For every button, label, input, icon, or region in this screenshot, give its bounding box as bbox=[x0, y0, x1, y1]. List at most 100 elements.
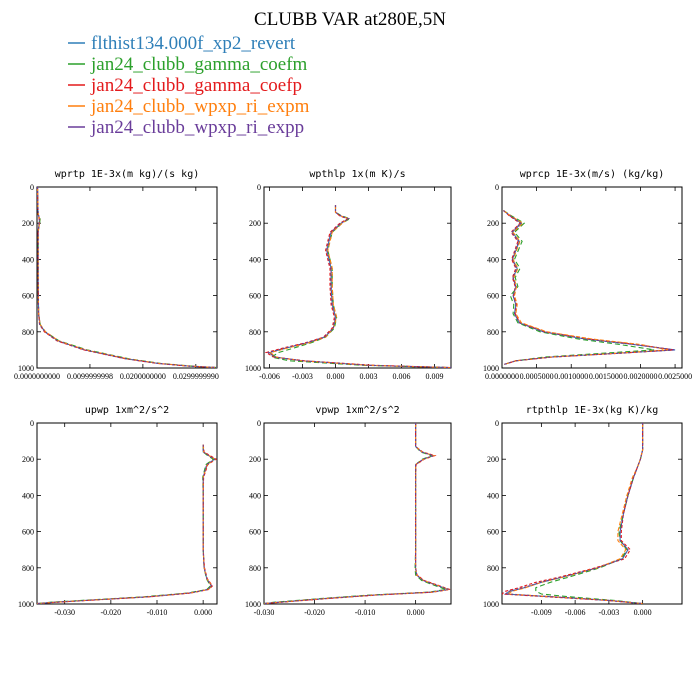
plot-frame bbox=[501, 422, 683, 605]
y-tick-label: 0 bbox=[30, 419, 34, 428]
x-tick-label: -0.030 bbox=[254, 608, 275, 617]
x-tick-label: 0.0020000 bbox=[623, 372, 657, 381]
figure-title: CLUBB VAR at280E,5N bbox=[254, 9, 446, 30]
panel-title: upwp 1xm^2/s^2 bbox=[85, 405, 169, 416]
series-line bbox=[37, 187, 217, 368]
y-tick-label: 800 bbox=[249, 564, 261, 573]
x-tick-label: 0.006 bbox=[393, 372, 411, 381]
y-tick-label: 0 bbox=[257, 183, 261, 192]
y-tick-label: 200 bbox=[249, 219, 261, 228]
y-tick-label: 800 bbox=[249, 328, 261, 337]
x-tick-label: -0.009 bbox=[531, 608, 552, 617]
x-tick-label: 0.0000000 bbox=[485, 372, 519, 381]
y-tick-label: 1000 bbox=[245, 600, 261, 609]
x-tick-label: 0.0015000 bbox=[589, 372, 623, 381]
legend-label: jan24_clubb_wpxp_ri_expm bbox=[90, 96, 310, 117]
series-line bbox=[503, 210, 676, 365]
series-line bbox=[505, 423, 644, 604]
y-tick-label: 800 bbox=[22, 564, 34, 573]
y-tick-label: 400 bbox=[22, 491, 34, 500]
series-line bbox=[37, 187, 217, 368]
plot-frame bbox=[263, 186, 452, 369]
y-tick-label: 800 bbox=[22, 328, 34, 337]
series-line bbox=[503, 210, 655, 365]
series-line bbox=[37, 444, 216, 604]
x-tick-label: 0.000 bbox=[407, 608, 425, 617]
x-tick-label: -0.006 bbox=[259, 372, 280, 381]
legend-entry: jan24_clubb_gamma_coefp bbox=[68, 75, 302, 96]
legend-label: flthist134.000f_xp2_revert bbox=[91, 33, 296, 54]
series-line bbox=[503, 423, 644, 604]
y-tick-label: 800 bbox=[487, 564, 499, 573]
x-tick-label: 0.0000000000 bbox=[14, 372, 60, 381]
y-tick-label: 400 bbox=[249, 491, 261, 500]
y-tick-label: 400 bbox=[249, 255, 261, 264]
x-tick-label: 0.000 bbox=[327, 372, 345, 381]
x-tick-label: 0.0005000 bbox=[520, 372, 554, 381]
y-tick-label: 600 bbox=[487, 292, 499, 301]
legend-entry: flthist134.000f_xp2_revert bbox=[68, 33, 296, 54]
x-tick-label: 0.003 bbox=[360, 372, 378, 381]
y-tick-label: 800 bbox=[487, 328, 499, 337]
series-line bbox=[270, 205, 451, 368]
series-line bbox=[37, 187, 217, 368]
y-tick-label: 200 bbox=[22, 455, 34, 464]
y-tick-label: 1000 bbox=[18, 600, 34, 609]
x-tick-label: -0.020 bbox=[304, 608, 325, 617]
y-tick-label: 1000 bbox=[483, 364, 499, 373]
panel-grid: wprtp 1E-3x(m kg)/(s kg) 0 200 400 600 800 100… bbox=[14, 169, 692, 617]
series-line bbox=[264, 205, 451, 368]
series-line bbox=[264, 423, 449, 604]
series-line bbox=[503, 210, 674, 365]
y-tick-label: 200 bbox=[487, 219, 499, 228]
y-tick-label: 0 bbox=[495, 419, 499, 428]
x-tick-label: 0.000 bbox=[194, 608, 212, 617]
series-line bbox=[37, 444, 216, 604]
panel-title: vpwp 1xm^2/s^2 bbox=[315, 405, 399, 416]
x-tick-label: -0.010 bbox=[355, 608, 376, 617]
legend-entry: jan24_clubb_wpxp_ri_expp bbox=[68, 117, 304, 138]
y-tick-label: 200 bbox=[487, 455, 499, 464]
panel-title: wpthlp 1x(m K)/s bbox=[309, 169, 405, 180]
x-tick-label: 0.0299999990 bbox=[173, 372, 219, 381]
legend-label: jan24_clubb_gamma_coefp bbox=[90, 75, 302, 96]
x-tick-label: -0.006 bbox=[565, 608, 586, 617]
y-tick-label: 0 bbox=[257, 419, 261, 428]
legend-label: jan24_clubb_gamma_coefm bbox=[90, 54, 308, 75]
series-line bbox=[37, 187, 217, 368]
series-line bbox=[37, 444, 215, 604]
x-tick-label: 0.000 bbox=[634, 608, 652, 617]
series-line bbox=[37, 187, 217, 368]
series-line bbox=[264, 423, 450, 604]
x-tick-label: 0.0010000 bbox=[554, 372, 588, 381]
y-tick-label: 600 bbox=[249, 528, 261, 537]
panel-title: wprtp 1E-3x(m kg)/(s kg) bbox=[55, 169, 200, 180]
y-tick-label: 600 bbox=[22, 292, 34, 301]
x-tick-label: -0.010 bbox=[147, 608, 168, 617]
plot-frame bbox=[501, 186, 683, 369]
chart-panel: upwp 1xm^2/s^2 0 200 400 600 800 1000 -0.030 -0.… bbox=[18, 405, 218, 617]
y-tick-label: 1000 bbox=[483, 600, 499, 609]
legend-entry: jan24_clubb_gamma_coefm bbox=[68, 54, 308, 75]
plot-frame bbox=[36, 186, 218, 369]
series-line bbox=[264, 423, 451, 604]
series-line bbox=[503, 210, 676, 365]
legend-entry: jan24_clubb_wpxp_ri_expm bbox=[68, 96, 310, 117]
x-tick-label: 0.0099999998 bbox=[67, 372, 113, 381]
series-line bbox=[37, 444, 217, 604]
x-tick-label: 0.0025000 bbox=[658, 372, 692, 381]
y-tick-label: 200 bbox=[249, 455, 261, 464]
y-tick-label: 400 bbox=[487, 491, 499, 500]
y-tick-label: 600 bbox=[249, 292, 261, 301]
x-tick-label: 0.009 bbox=[426, 372, 444, 381]
chart-panel: wprtp 1E-3x(m kg)/(s kg) 0 200 400 600 800 100… bbox=[14, 169, 219, 381]
plot-frame bbox=[263, 422, 452, 605]
chart-panel: wpthlp 1x(m K)/s 0 200 400 600 800 1000-0.006 -… bbox=[245, 169, 452, 381]
series-line bbox=[502, 423, 644, 604]
x-tick-label: -0.003 bbox=[292, 372, 313, 381]
series-line bbox=[37, 444, 217, 604]
series-line bbox=[268, 205, 451, 368]
legend-label: jan24_clubb_wpxp_ri_expp bbox=[90, 117, 304, 138]
y-tick-label: 400 bbox=[487, 255, 499, 264]
